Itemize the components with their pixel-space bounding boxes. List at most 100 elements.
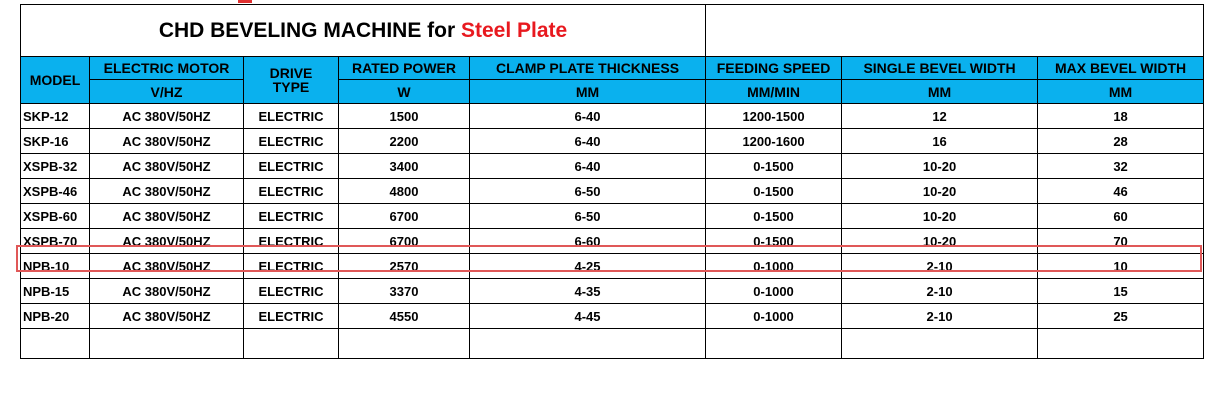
table-row: XSPB-32 AC 380V/50HZ ELECTRIC 3400 6-40 0-150… (20, 153, 1205, 179)
empty-cell (338, 328, 470, 359)
max-bevel-cell: 15 (1037, 278, 1205, 304)
max-bevel-cell: 70 (1037, 228, 1205, 254)
drive-cell: ELECTRIC (243, 153, 339, 179)
units-row: V/HZ W MM MM/MIN MM MM (21, 79, 1205, 104)
clamp-cell: 4-45 (468, 303, 707, 329)
header-motor: ELECTRIC MOTOR (89, 56, 244, 80)
max-bevel-cell: 28 (1037, 128, 1205, 154)
red-corner-mark (238, 0, 252, 3)
power-cell: 1500 (338, 103, 470, 129)
table-row: XSPB-60 AC 380V/50HZ ELECTRIC 6700 6-50 0-150… (20, 203, 1205, 229)
drive-cell: ELECTRIC (243, 253, 339, 279)
speed-cell: 1200-1500 (705, 103, 843, 129)
title-main: CHD BEVELING MACHINE for (158, 19, 456, 42)
drive-cell: ELECTRIC (243, 178, 339, 204)
speed-cell: 0-1000 (705, 278, 843, 304)
speed-cell: 0-1500 (705, 178, 843, 204)
model-cell: NPB-10 (20, 253, 90, 279)
power-cell: 6700 (338, 203, 470, 229)
empty-cell (841, 328, 1039, 359)
table-row: XSPB-70 AC 380V/50HZ ELECTRIC 6700 6-60 0-150… (20, 228, 1205, 254)
max-bevel-cell: 32 (1037, 153, 1205, 179)
table-row: NPB-20 AC 380V/50HZ ELECTRIC 4550 4-45 0-1000… (20, 303, 1205, 329)
header-model: MODEL (20, 56, 90, 104)
table-row: SKP-16 AC 380V/50HZ ELECTRIC 2200 6-40 1200-1… (20, 128, 1205, 154)
speed-cell: 1200-1600 (705, 128, 843, 154)
model-cell: NPB-20 (20, 303, 90, 329)
empty-cell (20, 328, 90, 359)
title-accent: Steel Plate (461, 19, 568, 42)
table-row: SKP-12 AC 380V/50HZ ELECTRIC 1500 6-40 1200-1… (20, 103, 1205, 129)
speed-cell: 0-1500 (705, 228, 843, 254)
max-bevel-cell: 25 (1037, 303, 1205, 329)
speed-cell: 0-1500 (705, 153, 843, 179)
max-bevel-cell: 60 (1037, 203, 1205, 229)
data-body: SKP-12 AC 380V/50HZ ELECTRIC 1500 6-40 1200-1… (20, 103, 1205, 329)
title-row: CHD BEVELING MACHINE for Steel Plate (19, 4, 1205, 57)
max-bevel-cell: 18 (1037, 103, 1205, 129)
single-bevel-cell: 10-20 (841, 228, 1039, 254)
max-bevel-cell: 46 (1037, 178, 1205, 204)
single-bevel-cell: 12 (841, 103, 1039, 129)
title-empty-cell (705, 4, 1205, 57)
model-cell: NPB-15 (20, 278, 90, 304)
power-cell: 2200 (338, 128, 470, 154)
header-drive-line1: DRIVE (269, 65, 313, 81)
model-cell: SKP-12 (20, 103, 90, 129)
clamp-cell: 6-40 (468, 153, 707, 179)
header-power: RATED POWER (338, 56, 470, 80)
drive-cell: ELECTRIC (243, 103, 339, 129)
unit-clamp: MM (468, 79, 707, 104)
drive-cell: ELECTRIC (243, 303, 339, 329)
speed-cell: 0-1000 (705, 303, 843, 329)
empty-cell (468, 328, 707, 359)
drive-cell: ELECTRIC (243, 128, 339, 154)
clamp-cell: 6-50 (468, 178, 707, 204)
speed-cell: 0-1000 (705, 253, 843, 279)
empty-cell (705, 328, 843, 359)
unit-motor: V/HZ (89, 79, 244, 104)
clamp-cell: 6-40 (468, 103, 707, 129)
motor-cell: AC 380V/50HZ (89, 253, 244, 279)
empty-cell (89, 328, 244, 359)
power-cell: 4550 (338, 303, 470, 329)
single-bevel-cell: 10-20 (841, 203, 1039, 229)
clamp-cell: 6-50 (468, 203, 707, 229)
power-cell: 6700 (338, 228, 470, 254)
header-drive: DRIVE TYPE (243, 56, 339, 104)
motor-cell: AC 380V/50HZ (89, 128, 244, 154)
single-bevel-cell: 10-20 (841, 178, 1039, 204)
speed-cell: 0-1500 (705, 203, 843, 229)
motor-cell: AC 380V/50HZ (89, 178, 244, 204)
motor-cell: AC 380V/50HZ (89, 303, 244, 329)
model-cell: XSPB-70 (20, 228, 90, 254)
model-cell: XSPB-60 (20, 203, 90, 229)
drive-cell: ELECTRIC (243, 203, 339, 229)
single-bevel-cell: 2-10 (841, 253, 1039, 279)
header-speed: FEEDING SPEED (705, 56, 843, 80)
single-bevel-cell: 10-20 (841, 153, 1039, 179)
max-bevel-cell: 10 (1037, 253, 1205, 279)
power-cell: 3370 (338, 278, 470, 304)
drive-cell: ELECTRIC (243, 278, 339, 304)
header-drive-line2: TYPE (272, 79, 310, 95)
header-single-bevel: SINGLE BEVEL WIDTH (841, 56, 1039, 80)
single-bevel-cell: 2-10 (841, 303, 1039, 329)
empty-row (20, 328, 1205, 359)
table-row: NPB-10 AC 380V/50HZ ELECTRIC 2570 4-25 0-1000… (20, 253, 1205, 279)
motor-cell: AC 380V/50HZ (89, 203, 244, 229)
single-bevel-cell: 2-10 (841, 278, 1039, 304)
table-title: CHD BEVELING MACHINE for Steel Plate (19, 4, 707, 57)
unit-power: W (338, 79, 470, 104)
model-cell: SKP-16 (20, 128, 90, 154)
power-cell: 3400 (338, 153, 470, 179)
motor-cell: AC 380V/50HZ (89, 153, 244, 179)
motor-cell: AC 380V/50HZ (89, 278, 244, 304)
clamp-cell: 6-60 (468, 228, 707, 254)
empty-cell (1037, 328, 1205, 359)
spec-sheet: CHD BEVELING MACHINE for Steel Plate MOD… (19, 4, 1205, 359)
header-clamp: CLAMP PLATE THICKNESS (468, 56, 707, 80)
drive-cell: ELECTRIC (243, 228, 339, 254)
single-bevel-cell: 16 (841, 128, 1039, 154)
empty-cell (243, 328, 339, 359)
